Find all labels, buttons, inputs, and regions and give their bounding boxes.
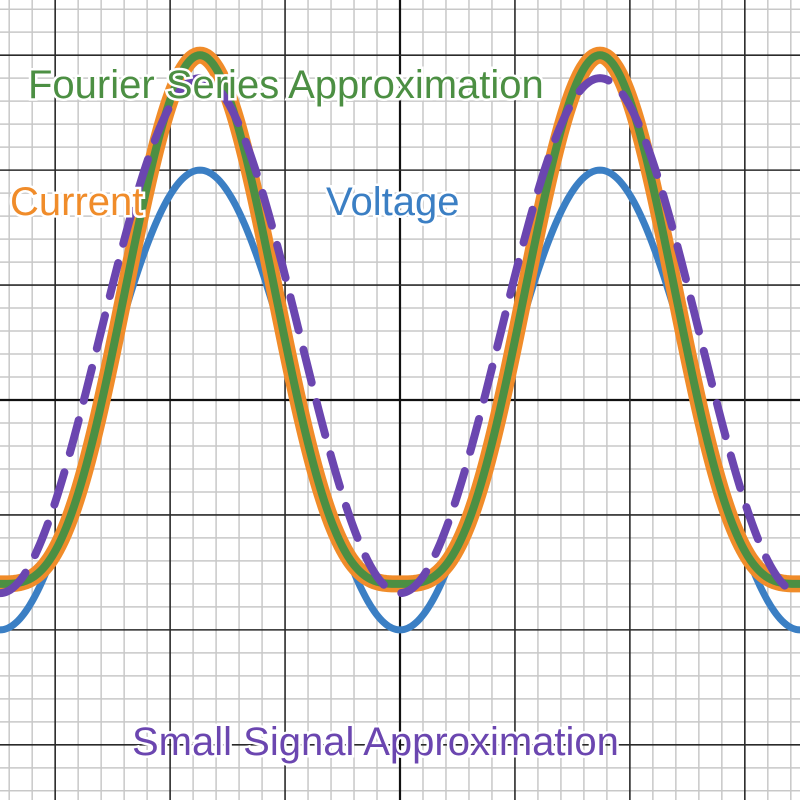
- current-label: Current: [10, 180, 143, 224]
- small-signal-series-line: [0, 74, 800, 598]
- fourier-series-label: Fourier Series Approximation: [28, 63, 544, 107]
- fourier-series-line: [0, 51, 800, 588]
- series-layer: [0, 46, 800, 634]
- small-signal-label: Small Signal Approximation: [132, 720, 619, 764]
- voltage-label: Voltage: [326, 180, 459, 224]
